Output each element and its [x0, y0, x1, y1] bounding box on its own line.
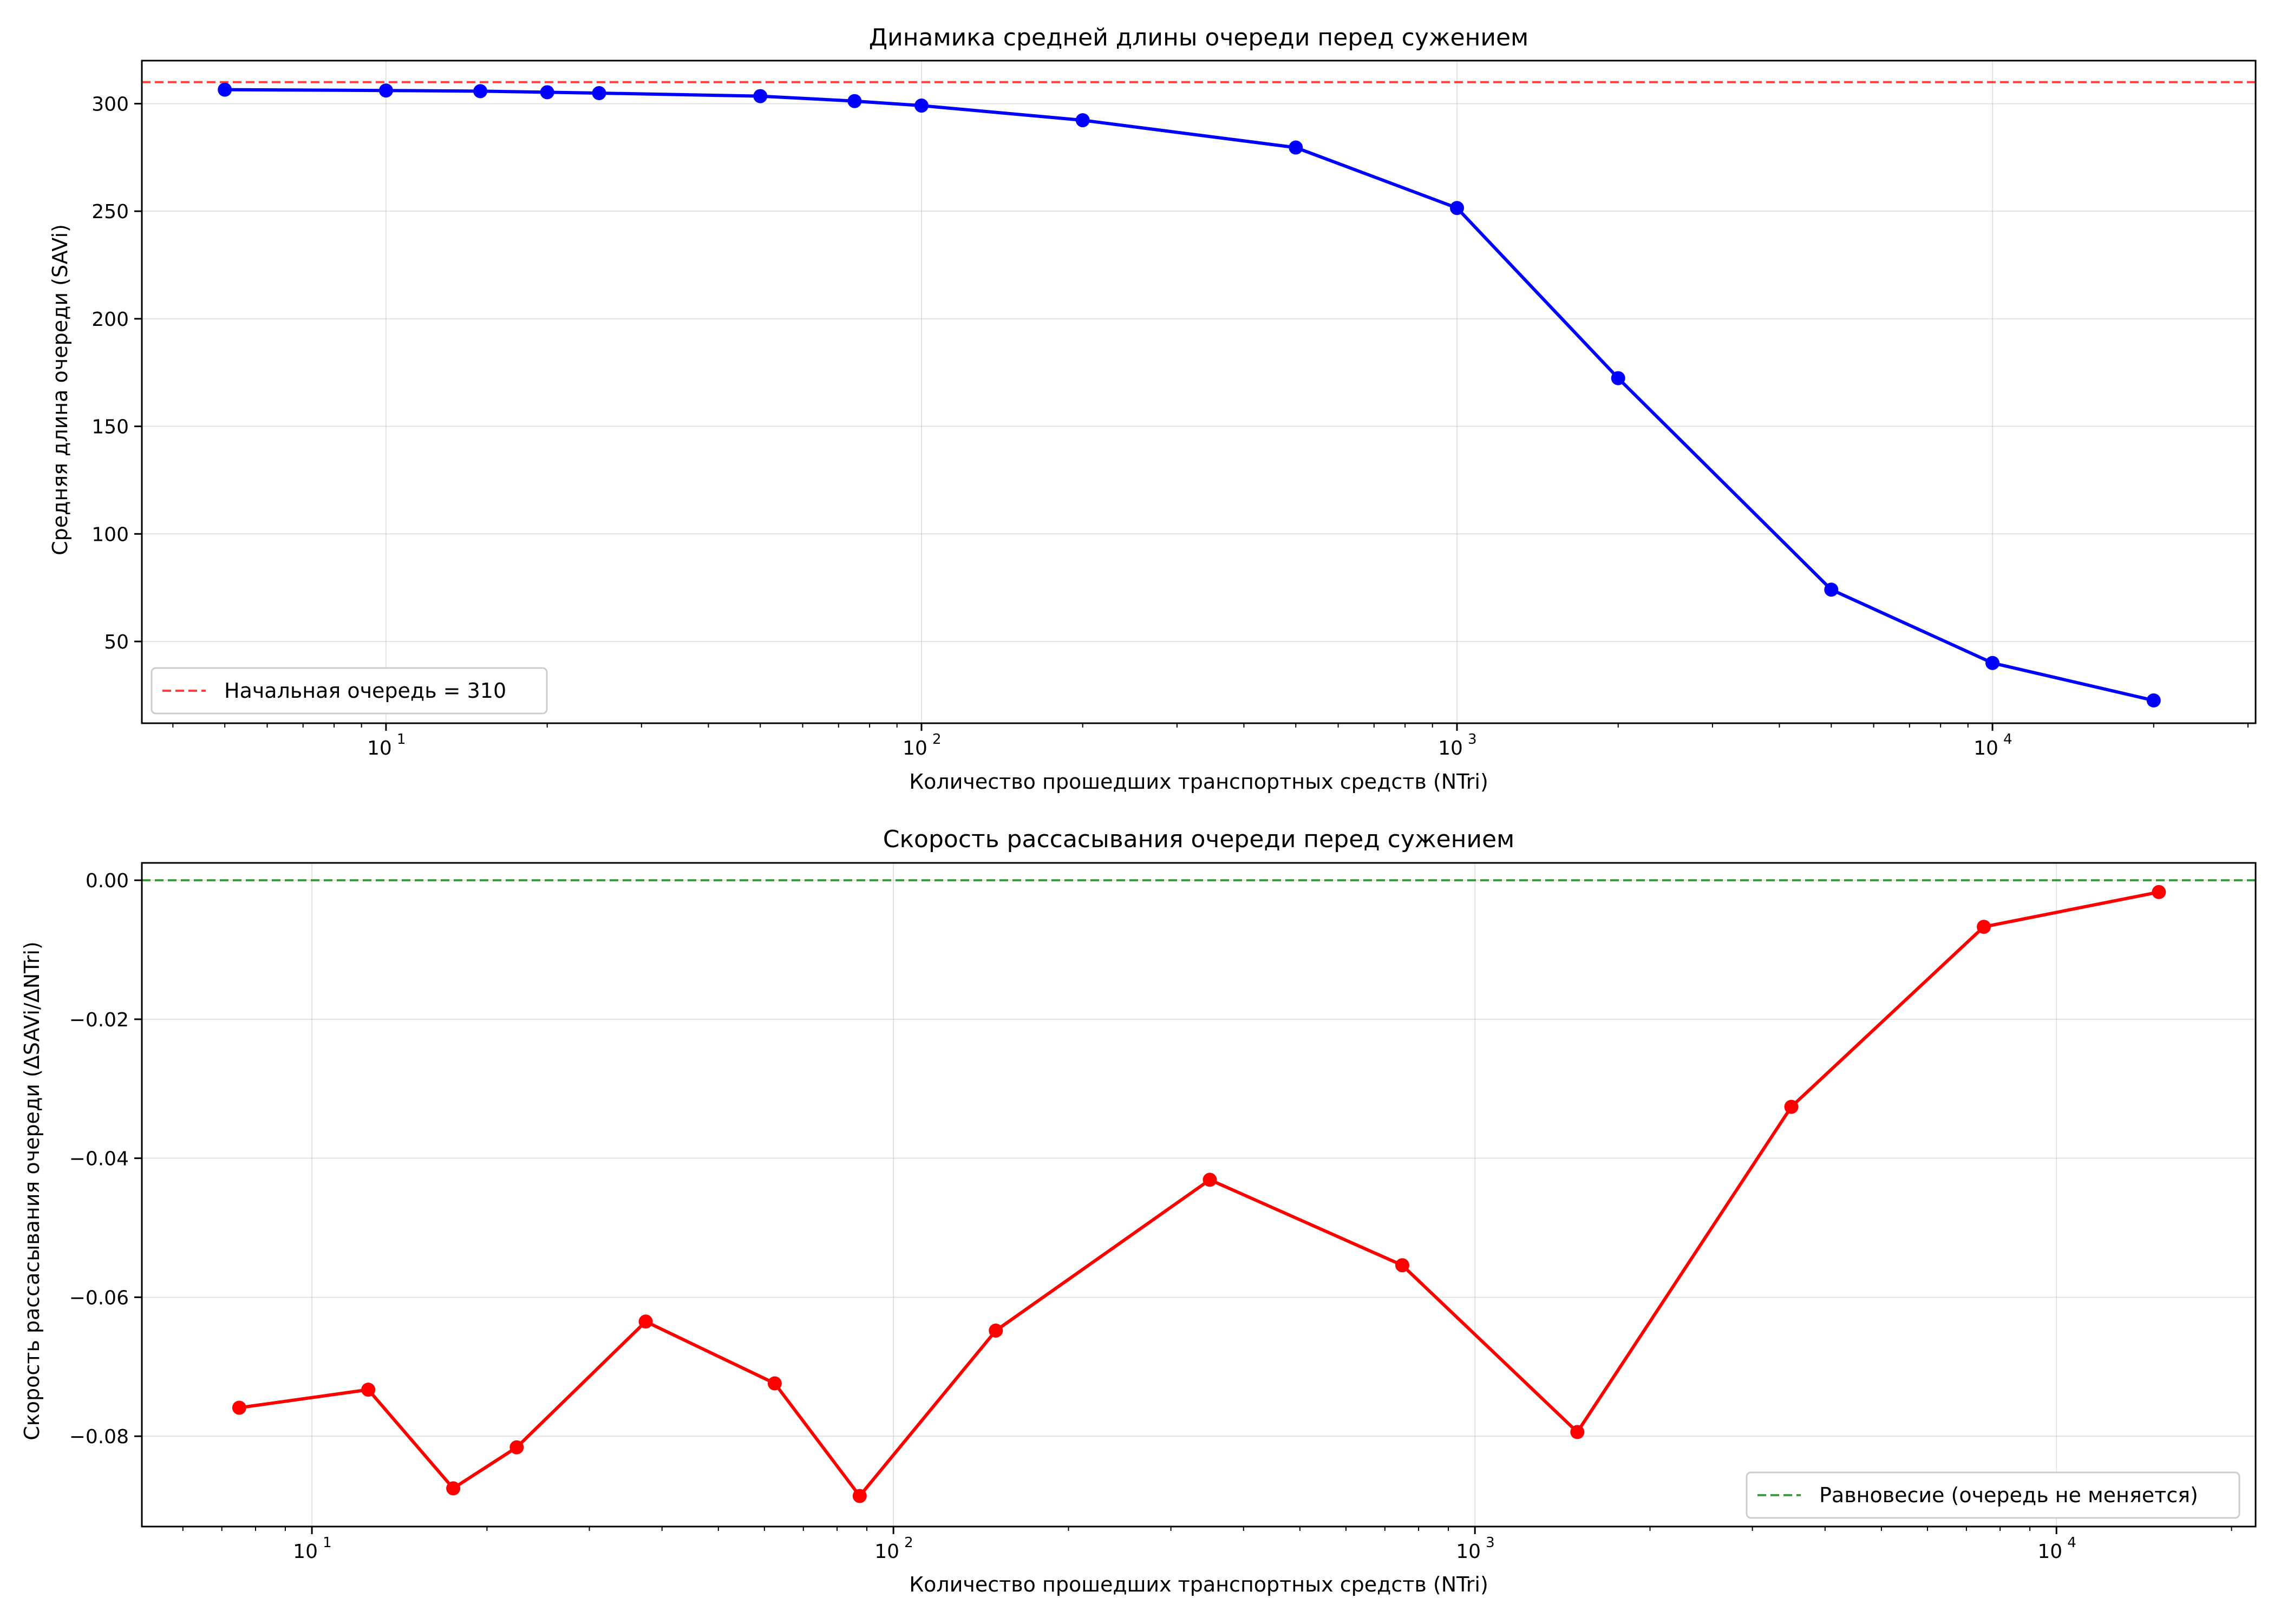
data-point — [1985, 656, 2000, 670]
data-point — [914, 99, 929, 113]
data-point — [592, 86, 606, 101]
y-tick-label: 300 — [92, 93, 129, 115]
data-point — [1570, 1425, 1585, 1439]
data-point — [446, 1481, 461, 1496]
y-axis-label: Скорость рассасывания очереди (ΔSAVi/ΔNT… — [20, 941, 44, 1440]
plot-frame — [141, 60, 2257, 724]
y-tick-label: −0.04 — [69, 1148, 129, 1170]
series-layer — [232, 885, 2166, 1503]
y-tick-label: −0.06 — [69, 1287, 129, 1309]
data-point — [2146, 693, 2161, 708]
legend-label-initial-queue: Начальная очередь = 310 — [224, 679, 506, 703]
data-point — [1784, 1099, 1799, 1114]
x-tick-label-exponent: 2 — [932, 731, 942, 748]
legend: Начальная очередь = 310 — [151, 667, 548, 715]
y-tick-label: 50 — [104, 631, 129, 653]
data-point — [361, 1383, 376, 1397]
x-tick-label-exponent: 1 — [397, 731, 406, 748]
x-tick-label-exponent: 2 — [904, 1535, 913, 1551]
y-tick-label: −0.02 — [69, 1009, 129, 1031]
y-tick-label: 250 — [92, 201, 129, 223]
data-point — [847, 94, 862, 108]
x-axis-label: Количество прошедших транспортных средст… — [909, 1573, 1488, 1596]
series-line — [239, 890, 2159, 1498]
data-point — [753, 89, 768, 103]
plot-frame — [141, 862, 2257, 1528]
data-point — [1289, 140, 1303, 155]
series-layer — [218, 82, 2161, 708]
data-point — [509, 1440, 524, 1455]
x-tick-label-exponent: 1 — [323, 1535, 332, 1551]
x-tick-label: 10 — [1438, 737, 1463, 759]
x-tick-label-exponent: 4 — [2067, 1535, 2076, 1551]
legend: Равновесие (очередь не меняется) — [1746, 1471, 2240, 1519]
x-tick-label: 10 — [1456, 1541, 1481, 1563]
tick-layer: 10 1 10 2 10 3 10 4 50 100 150 200 250 300 — [92, 93, 2012, 759]
y-tick-label: 0.00 — [86, 870, 129, 892]
x-tick-label: 10 — [293, 1541, 318, 1563]
chart-title: Скорость рассасывания очереди перед суже… — [883, 826, 1515, 853]
data-point — [852, 1489, 867, 1503]
queue-rate-chart: 10 1 10 2 10 3 10 4 −0.08 −0.06 −0.04 −0.02 0.00 Ско… — [20, 826, 2257, 1596]
x-tick-label-exponent: 4 — [2003, 731, 2012, 748]
x-tick-label-exponent: 3 — [1468, 731, 1477, 748]
legend-box — [151, 667, 548, 715]
data-point — [218, 82, 232, 97]
data-point — [1824, 582, 1839, 597]
y-tick-label: 150 — [92, 416, 129, 438]
legend-label-equilibrium: Равновесие (очередь не меняется) — [1819, 1483, 2198, 1507]
data-point — [1203, 1173, 1217, 1187]
x-tick-label: 10 — [367, 737, 392, 759]
x-tick-label: 10 — [2037, 1541, 2062, 1563]
x-axis-label: Количество прошедших транспортных средст… — [909, 770, 1488, 794]
y-tick-label: 100 — [92, 523, 129, 546]
data-point — [1075, 113, 1090, 128]
data-point — [540, 85, 554, 100]
data-point — [1395, 1258, 1409, 1273]
data-point — [638, 1314, 653, 1329]
y-tick-label: 200 — [92, 309, 129, 331]
x-tick-label: 10 — [903, 737, 927, 759]
chart-title: Динамика средней длины очереди перед суж… — [869, 24, 1529, 51]
y-axis-label: Средняя длина очереди (SAVi) — [48, 224, 72, 555]
x-tick-label: 10 — [874, 1541, 899, 1563]
legend-box — [1746, 1471, 2240, 1519]
data-point — [1977, 920, 1991, 934]
data-point — [232, 1400, 246, 1415]
data-point — [1611, 371, 1625, 385]
data-point — [767, 1376, 782, 1391]
data-point — [2152, 885, 2166, 899]
x-tick-label-exponent: 3 — [1486, 1535, 1495, 1551]
grid — [142, 61, 2256, 723]
data-point — [378, 83, 393, 98]
x-tick-label: 10 — [1974, 737, 1998, 759]
data-point — [1449, 201, 1464, 215]
y-tick-label: −0.08 — [69, 1426, 129, 1448]
data-point — [989, 1323, 1003, 1338]
tick-layer: 10 1 10 2 10 3 10 4 −0.08 −0.06 −0.04 −0.02 0.00 — [69, 870, 2076, 1563]
data-point — [473, 84, 488, 99]
queue-length-chart: 10 1 10 2 10 3 10 4 50 100 150 200 250 300 Динамика с… — [48, 24, 2257, 794]
